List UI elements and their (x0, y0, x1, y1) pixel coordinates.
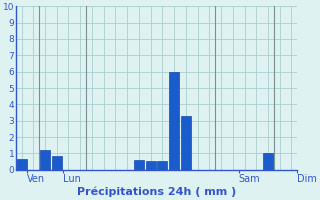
Bar (134, 160, 144, 170)
Bar (263, 153, 273, 170)
Bar (40, 150, 50, 170)
X-axis label: Précipitations 24h ( mm ): Précipitations 24h ( mm ) (77, 187, 236, 197)
Bar (146, 161, 156, 170)
Bar (157, 161, 167, 170)
Bar (181, 116, 191, 170)
Bar (17, 159, 27, 170)
Bar (52, 156, 62, 170)
Bar (169, 72, 179, 170)
